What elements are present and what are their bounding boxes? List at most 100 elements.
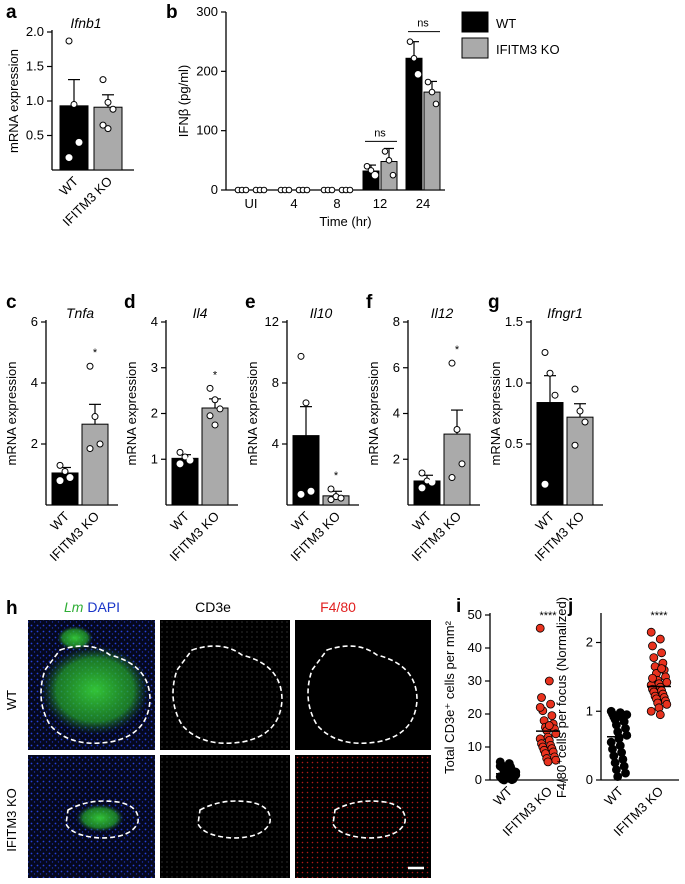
y-tick-label-e: 8 [272,375,279,390]
legend-label-wt: WT [496,16,516,31]
data-point-e [327,496,335,504]
y-tick-label-b: 100 [196,123,218,138]
panel-label-b: b [166,2,178,23]
x-tick-label-b: 24 [416,196,430,211]
data-point-b [260,186,268,194]
data-point-a [104,125,112,133]
y-tick-label-i: 10 [468,739,482,754]
data-point-f [418,484,426,492]
data-point-b [424,78,432,86]
data-point-b [242,186,250,194]
data-point-j-ko [655,710,665,720]
data-point-b [303,186,311,194]
x-tick-label-e: WT [288,508,313,533]
data-point-i-ko [544,721,554,730]
data-point-a [99,121,107,129]
significance-b: ns [417,18,429,30]
data-point-j-ko [648,641,657,651]
data-point-g [551,391,559,399]
y-tick-label-b: 0 [211,182,218,197]
y-axis-label-a: mRNA expression [6,49,21,153]
data-point-d [211,421,219,429]
data-point-d [181,453,189,461]
data-point-g [571,441,579,449]
y-tick-label-i: 0 [475,772,482,787]
data-point-b [410,54,418,62]
significance-i: **** [539,610,557,622]
data-point-j-ko [655,634,665,644]
data-point-e [307,487,315,495]
gene-title-e: Il10 [310,305,333,321]
panel-label-c: c [6,292,17,313]
x-tick-label-b: UI [245,196,258,211]
panel-label-f: f [366,292,373,313]
data-point-f [448,474,456,482]
row-label-wt: WT [4,690,19,710]
data-point-a [109,105,117,113]
y-tick-label-j: 0 [586,772,593,787]
x-tick-label-d: WT [167,508,192,533]
y-tick-label-d: 1 [151,451,158,466]
y-tick-label-a: 2.0 [26,24,44,39]
y-tick-label-d: 2 [151,406,158,421]
x-tick-label-j: WT [601,783,626,808]
image-wt-cd3e [160,620,290,750]
image-ko-cd3e [160,755,290,878]
y-tick-label-i: 40 [468,640,482,655]
data-point-e [337,494,345,502]
data-point-b [428,88,436,96]
data-point-i-ko [544,676,554,686]
data-point-f [458,460,466,468]
panel-label-e: e [245,292,256,313]
y-tick-label-e: 12 [265,314,279,329]
data-point-i-wt [503,765,513,774]
panel-label-j: j [567,596,573,617]
panel-label-g: g [488,292,500,313]
y-tick-label-a: 0.5 [26,128,44,143]
data-point-c [91,413,99,421]
x-tick-label-b: 8 [333,196,340,211]
data-point-b [328,186,336,194]
focus-outline-ko-3 [332,800,406,839]
data-point-j-ko [657,648,666,658]
data-point-e [302,399,310,407]
focus-outline-wt-3 [307,645,418,745]
data-point-g [571,385,579,393]
y-axis-label-f: mRNA expression [366,361,381,465]
lm-spot-wt [57,626,93,650]
bar-a-wt [59,105,89,171]
data-point-a [65,154,73,162]
bar-c-wt [51,472,79,506]
y-tick-label-g: 1.5 [505,314,523,329]
y-tick-label-b: 300 [196,4,218,19]
y-tick-label-c: 4 [31,375,38,390]
data-point-g [541,349,549,356]
data-point-d [211,396,219,404]
y-tick-label-e: 4 [272,436,279,451]
y-tick-label-i: 30 [468,673,482,688]
data-point-c [66,474,74,482]
header-f480: F4/80 [320,599,356,615]
data-point-j-ko [646,627,656,637]
y-axis-label-i: Total CD3e⁺ cells per mm² [442,620,457,773]
data-point-f [448,359,456,367]
data-point-i-ko [546,699,555,709]
data-point-j-ko [648,673,657,683]
data-point-c [56,461,64,469]
panel-label-a: a [6,2,17,23]
data-point-b [406,38,414,45]
x-axis-label-b: Time (hr) [319,214,371,229]
data-point-i-ko [535,623,545,633]
data-point-e [297,490,305,498]
data-point-d [206,412,214,420]
focus-outline-wt-1 [40,645,151,745]
legend-swatch-wt [461,11,489,33]
y-axis-label-b: IFNβ (pg/ml) [176,65,191,137]
significance-d: * [213,369,218,381]
panel-label-i: i [456,596,461,617]
data-point-b [285,186,293,194]
data-point-e [327,485,335,493]
data-point-g [546,369,554,377]
data-point-a [104,98,112,106]
